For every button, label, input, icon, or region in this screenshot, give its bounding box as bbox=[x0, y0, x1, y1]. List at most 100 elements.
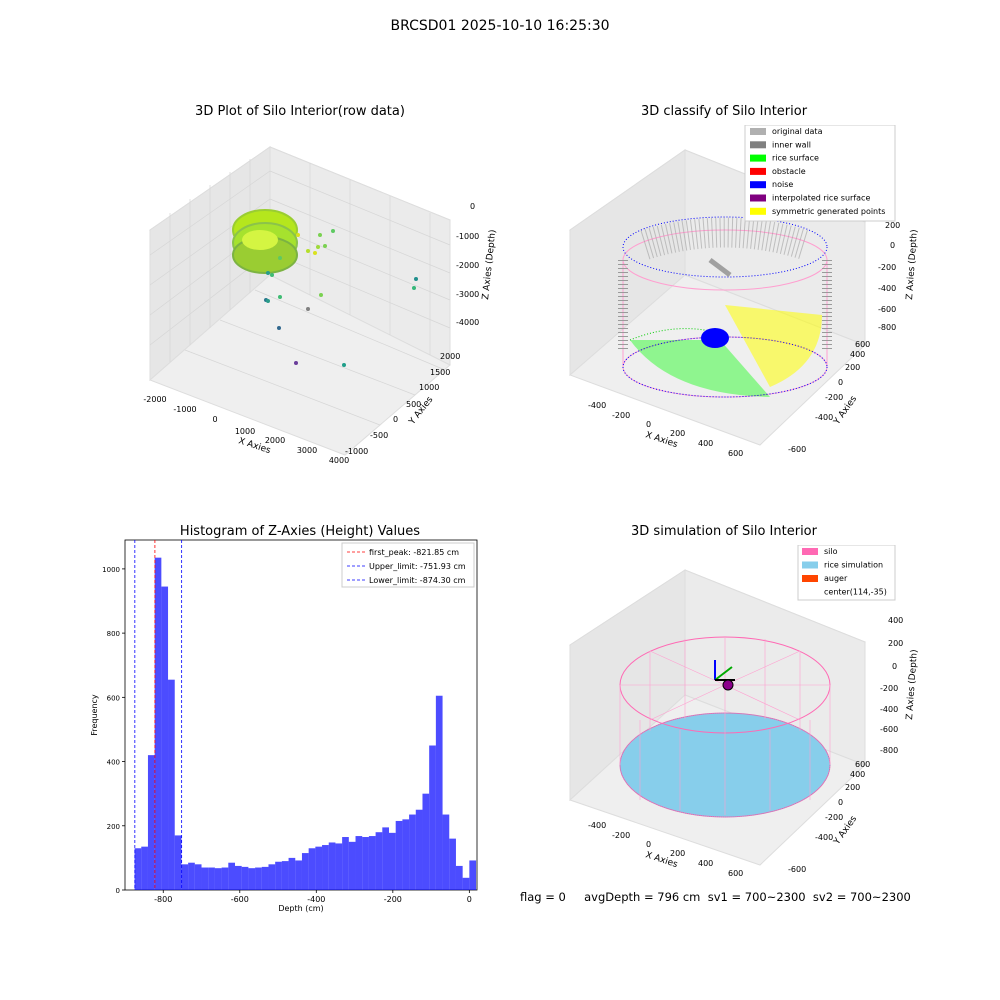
classify-xtick: -400 bbox=[588, 401, 606, 410]
classify-ztick: 200 bbox=[885, 221, 900, 230]
simulation-ztick: -400 bbox=[880, 705, 898, 714]
histogram-bar bbox=[402, 819, 410, 890]
simulation-x-ticks: -400 -200 0 200 400 600 bbox=[588, 821, 743, 878]
classify-3d-plot: -400 -200 0 200 400 600 X Axies -600 -40… bbox=[568, 125, 920, 458]
histogram-legend-label: Upper_limit: -751.93 cm bbox=[369, 562, 466, 571]
histogram-bar bbox=[235, 865, 242, 890]
legend-swatch bbox=[802, 575, 818, 582]
simulation-ztick: -800 bbox=[880, 746, 898, 755]
classify-3d-points bbox=[618, 216, 832, 398]
histogram-bar bbox=[368, 836, 376, 890]
histogram-bar bbox=[268, 864, 276, 890]
histogram-legend-label: first_peak: -821.85 cm bbox=[369, 548, 459, 557]
classify-xtick: 600 bbox=[728, 449, 743, 458]
histogram-bar bbox=[455, 865, 463, 890]
status-footer: flag = 0 avgDepth = 796 cm sv1 = 700~230… bbox=[520, 890, 911, 904]
histogram-xtick-label: -800 bbox=[154, 895, 172, 904]
simulation-3d-plot: -400 -200 0 200 400 600 X Axies -600 -40… bbox=[568, 545, 920, 878]
figure-title: BRCSD01 2025-10-10 16:25:30 bbox=[390, 18, 610, 34]
classify-xtick: 0 bbox=[646, 420, 651, 429]
legend-swatch bbox=[750, 181, 766, 189]
raw-3d-x-ticks: -2000 -1000 0 1000 2000 3000 4000 bbox=[143, 395, 349, 465]
simulation-xtick: 600 bbox=[728, 869, 743, 878]
histogram-ytick-label: 200 bbox=[107, 823, 120, 831]
classify-ztick: -600 bbox=[878, 305, 896, 314]
histogram-bar bbox=[134, 848, 142, 890]
histogram-bar bbox=[188, 862, 195, 890]
legend-label: center(114,-35) bbox=[824, 588, 887, 597]
histogram-bar bbox=[174, 835, 182, 890]
histogram-xtick-label: 0 bbox=[467, 895, 472, 904]
raw-xtick: 1000 bbox=[235, 427, 255, 436]
histogram-legend: first_peak: -821.85 cm Upper_limit: -751.… bbox=[341, 542, 475, 588]
auger-marker bbox=[722, 679, 734, 691]
raw-ztick: -3000 bbox=[456, 290, 479, 299]
histogram-bar bbox=[275, 861, 282, 890]
raw-3d-axes-box bbox=[148, 146, 451, 456]
histogram-bar bbox=[228, 862, 235, 890]
histogram-bar bbox=[288, 857, 296, 890]
raw-3d-z-ticks: 0 -1000 -2000 -3000 -4000 bbox=[456, 202, 479, 327]
histogram-y-axis-label: Frequency bbox=[90, 694, 99, 736]
histogram-bar bbox=[255, 867, 262, 890]
classify-y-ticks: -600 -400 -200 0 200 400 600 bbox=[788, 340, 870, 454]
histogram-bar bbox=[241, 866, 249, 890]
histogram-bar bbox=[435, 695, 443, 890]
legend-label: auger bbox=[824, 574, 848, 583]
simulation-ztick: 200 bbox=[888, 639, 903, 648]
histogram-panel-title: Histogram of Z-Axies (Height) Values bbox=[179, 524, 421, 539]
histogram-bar bbox=[308, 848, 316, 890]
simulation-y-ticks: -600 -400 -200 0 200 400 600 bbox=[788, 760, 870, 874]
raw-ztick: -1000 bbox=[456, 232, 479, 241]
histogram-bar bbox=[168, 679, 175, 890]
raw-ztick: -2000 bbox=[456, 261, 479, 270]
histogram-bar bbox=[462, 877, 470, 890]
simulation-ztick: 400 bbox=[888, 616, 903, 625]
legend-swatch bbox=[802, 561, 818, 569]
histogram-bar bbox=[154, 557, 162, 890]
classify-ztick: -800 bbox=[878, 323, 896, 332]
legend-label: inner wall bbox=[772, 140, 811, 149]
classify-ytick: 200 bbox=[845, 363, 860, 372]
legend-label: noise bbox=[772, 180, 793, 189]
raw-ytick: -1000 bbox=[345, 447, 368, 456]
legend-swatch bbox=[750, 128, 766, 135]
classify-ytick: -400 bbox=[815, 413, 833, 422]
histogram-ytick-label: 800 bbox=[107, 630, 120, 638]
histogram-ytick-label: 0 bbox=[116, 887, 120, 895]
legend-swatch bbox=[750, 141, 766, 149]
classify-z-ticks: 200 0 -200 -400 -600 -800 bbox=[878, 221, 900, 332]
histogram-bar bbox=[208, 867, 215, 890]
classify-xtick: 200 bbox=[670, 429, 685, 438]
legend-swatch bbox=[750, 207, 766, 215]
histogram-ytick-label: 1000 bbox=[102, 566, 120, 574]
legend-label: original data bbox=[772, 127, 823, 136]
histogram-bar bbox=[422, 793, 430, 890]
legend-label: silo bbox=[824, 547, 838, 556]
histogram-bar bbox=[395, 820, 403, 890]
histogram-bar bbox=[389, 832, 396, 890]
histogram-bar bbox=[342, 837, 349, 890]
simulation-ztick: -600 bbox=[880, 725, 898, 734]
simulation-legend: silo rice simulation auger center(114,-35) bbox=[797, 545, 896, 601]
histogram-bar bbox=[415, 809, 423, 890]
raw-ytick: 0 bbox=[393, 415, 398, 424]
raw-ytick: 1000 bbox=[419, 383, 439, 392]
simulation-xtick: 0 bbox=[646, 840, 651, 849]
histogram-bar bbox=[328, 842, 336, 890]
histogram-bar bbox=[161, 586, 169, 890]
classify-ztick: -400 bbox=[878, 284, 896, 293]
simulation-xtick: 400 bbox=[698, 859, 713, 868]
legend-label: interpolated rice surface bbox=[772, 194, 870, 203]
histogram-legend-label: Lower_limit: -874.30 cm bbox=[369, 576, 466, 585]
classify-ytick: 400 bbox=[850, 350, 865, 359]
histogram-bar bbox=[375, 832, 383, 890]
raw-3d-points bbox=[232, 209, 418, 367]
histogram-xtick-label: -200 bbox=[384, 895, 402, 904]
legend-label: rice simulation bbox=[824, 561, 883, 570]
histogram-ytick-label: 600 bbox=[107, 694, 120, 702]
simulation-z-axis-label: Z Axies (Depth) bbox=[905, 649, 920, 720]
classify-xtick: -200 bbox=[612, 411, 630, 420]
histogram-bar bbox=[281, 861, 289, 890]
legend-swatch bbox=[802, 548, 818, 555]
